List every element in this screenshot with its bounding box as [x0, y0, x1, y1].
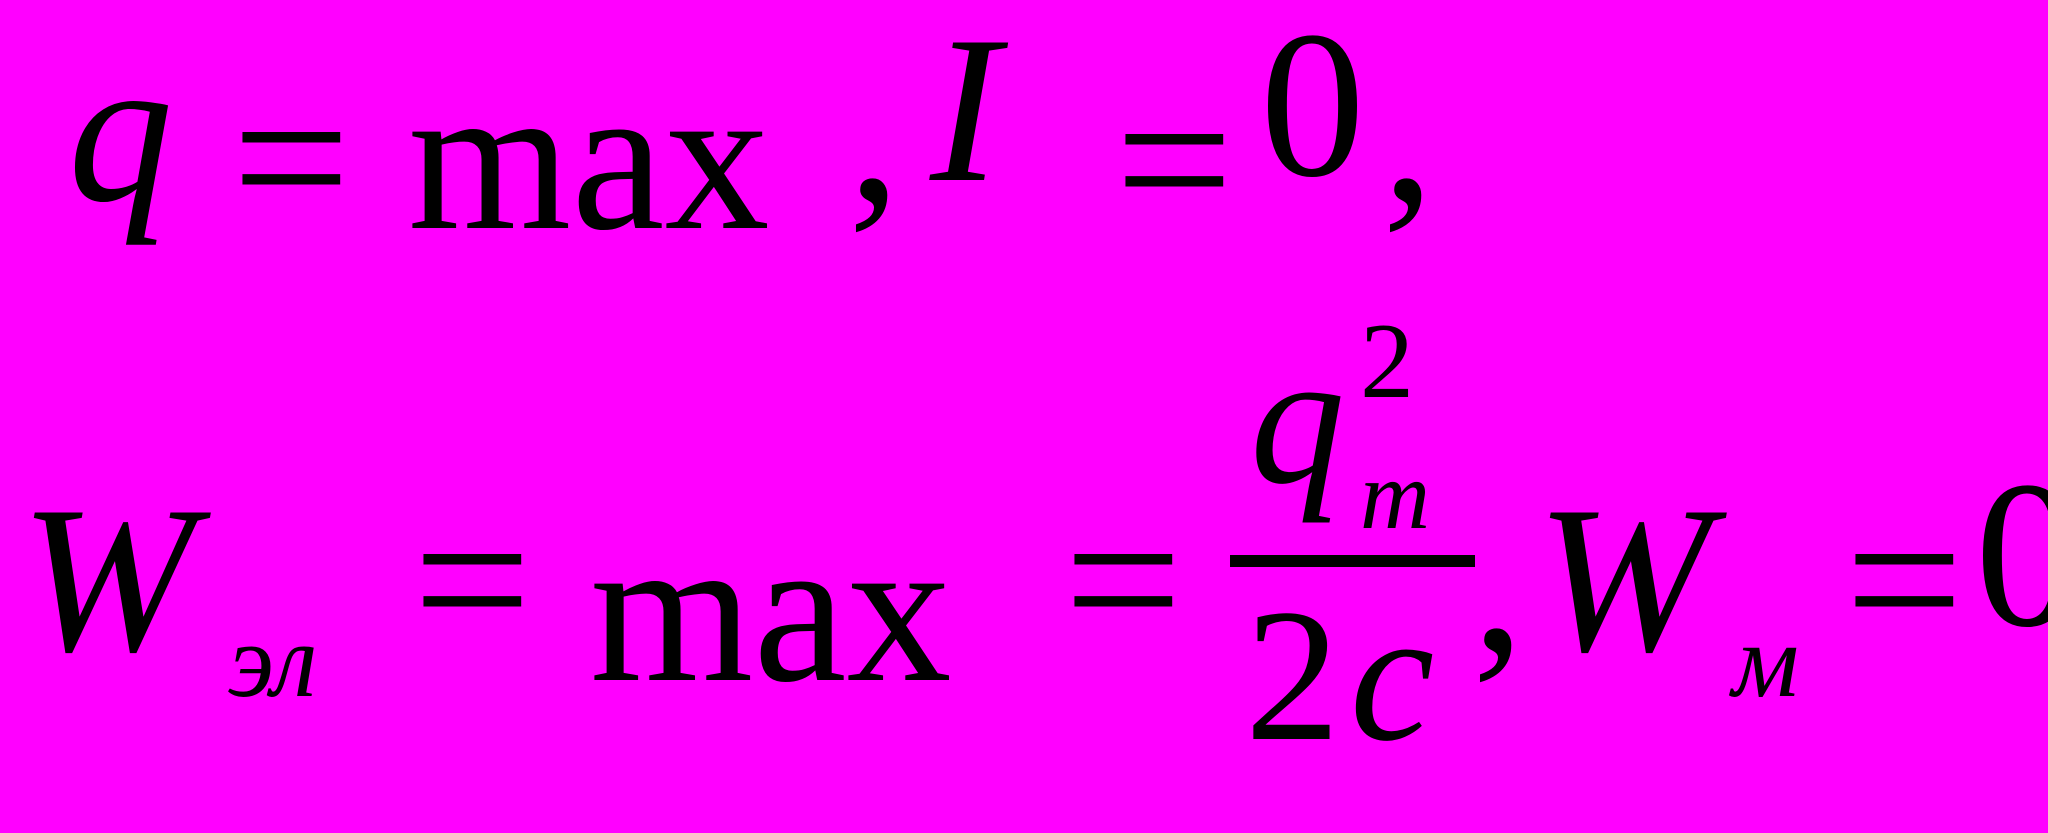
var-W-m: W — [1536, 460, 1711, 701]
num-var-q: q — [1250, 310, 1345, 528]
var-W-el: W — [20, 460, 195, 701]
zero-2: 0 — [1975, 435, 2048, 676]
var-I: I — [930, 0, 1000, 231]
comma-2: , — [1382, 10, 1435, 251]
equals-4: = — [1064, 460, 1182, 701]
den-var-c: c — [1350, 567, 1434, 785]
equals-1: = — [232, 38, 350, 279]
num-superscript-2: 2 — [1360, 300, 1414, 424]
den-2: 2 — [1245, 567, 1340, 785]
zero-1: 0 — [1260, 0, 1365, 226]
formula-canvas: q = max , I = 0 , W эл = max = q m 2 2 c… — [0, 0, 2048, 833]
comma-3: , — [1472, 460, 1525, 701]
equals-2: = — [1115, 40, 1233, 281]
operator-max-2: max — [590, 490, 952, 731]
operator-max-1: max — [408, 38, 770, 279]
numerator: q m 2 — [1230, 310, 1475, 545]
comma-1: , — [848, 10, 901, 251]
num-subscript-m: m — [1360, 440, 1430, 551]
var-q: q — [68, 10, 173, 251]
subscript-el: эл — [228, 600, 317, 721]
equals-3: = — [413, 460, 531, 701]
fraction: q m 2 2 c — [1230, 310, 1475, 807]
equals-5: = — [1845, 460, 1963, 701]
denominator: 2 c — [1230, 567, 1475, 807]
fraction-bar — [1230, 555, 1475, 567]
subscript-m: м — [1732, 600, 1799, 721]
